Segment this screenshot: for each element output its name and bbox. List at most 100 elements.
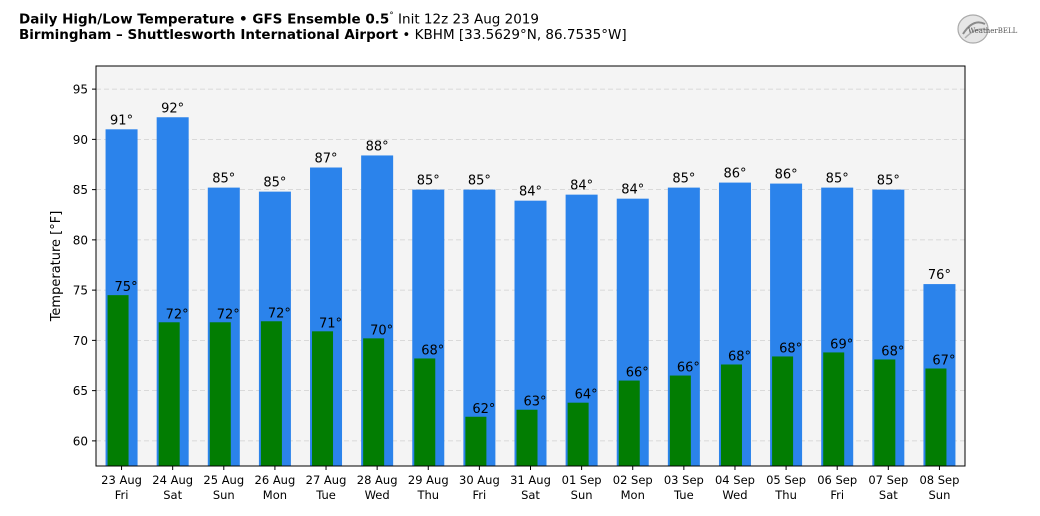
low-temp-label: 68° (421, 343, 444, 358)
low-temp-label: 68° (881, 344, 904, 359)
low-temp-label: 63° (523, 395, 546, 410)
x-tick-day-label: Mon (263, 488, 287, 502)
x-tick-date-label: 28 Aug (357, 473, 398, 487)
x-tick-day-label: Fri (473, 488, 487, 502)
high-temp-label: 87° (315, 152, 338, 167)
high-temp-label: 85° (212, 172, 235, 187)
high-temp-label: 84° (570, 179, 593, 194)
x-tick-date-label: 05 Sep (766, 473, 806, 487)
low-temp-bar (312, 331, 334, 466)
x-tick-date-label: 29 Aug (408, 473, 449, 487)
high-temp-label: 85° (417, 174, 440, 189)
low-temp-bar (772, 356, 794, 466)
low-temp-bar (158, 322, 180, 466)
bars (105, 117, 956, 467)
high-temp-label: 86° (775, 168, 798, 183)
x-tick-date-label: 07 Sep (868, 473, 908, 487)
low-temp-bar (209, 322, 231, 466)
low-temp-label: 66° (677, 361, 700, 376)
x-tick-day-label: Mon (621, 488, 645, 502)
x-tick-date-label: 26 Aug (255, 473, 296, 487)
x-tick-date-label: 31 Aug (510, 473, 551, 487)
low-temp-bar (669, 375, 691, 466)
low-temp-bar (618, 380, 640, 466)
x-tick-day-label: Sat (163, 488, 182, 502)
chart-header: Daily High/Low Temperature • GFS Ensembl… (19, 9, 627, 43)
low-temp-label: 72° (166, 307, 189, 322)
low-temp-label: 67° (932, 354, 955, 369)
low-temp-bar (925, 368, 947, 466)
high-temp-label: 85° (877, 174, 900, 189)
low-temp-bar (465, 416, 487, 466)
x-tick-date-label: 03 Sep (664, 473, 704, 487)
y-tick-label: 85 (73, 183, 88, 197)
y-tick-label: 90 (73, 133, 88, 147)
low-temp-label: 71° (319, 316, 342, 331)
high-temp-label: 85° (672, 172, 695, 187)
low-temp-bar (720, 364, 742, 466)
x-tick-date-label: 30 Aug (459, 473, 500, 487)
low-temp-bar (823, 352, 845, 466)
low-temp-label: 68° (728, 349, 751, 364)
x-tick-date-label: 04 Sep (715, 473, 755, 487)
y-axis: 60 65 70 75 80 85 90 95 (73, 83, 96, 448)
weatherbell-logo-icon: WeatherBELL (957, 14, 1018, 44)
x-tick-day-label: Tue (673, 488, 694, 502)
low-temp-label: 69° (830, 337, 853, 352)
chart-location: Birmingham – Shuttlesworth International… (19, 26, 627, 43)
x-tick-day-label: Thu (416, 488, 439, 502)
low-temp-label: 70° (370, 323, 393, 338)
x-tick-date-label: 27 Aug (306, 473, 347, 487)
low-temp-label: 72° (268, 306, 291, 321)
low-temp-bar (414, 358, 436, 466)
grid (96, 88, 965, 442)
high-temp-label: 91° (110, 113, 133, 128)
low-temp-bar (363, 338, 385, 466)
low-temp-label: 62° (472, 402, 495, 417)
x-tick-date-label: 25 Aug (203, 473, 244, 487)
x-tick-day-label: Wed (365, 488, 390, 502)
low-temp-bar (567, 402, 589, 466)
low-temp-label: 75° (115, 280, 138, 295)
low-temp-label: 68° (779, 341, 802, 356)
low-temp-bar (874, 359, 896, 466)
x-tick-date-label: 08 Sep (919, 473, 959, 487)
x-tick-date-label: 01 Sep (562, 473, 602, 487)
x-tick-day-label: Sun (928, 488, 950, 502)
high-temp-label: 88° (366, 139, 389, 154)
high-temp-label: 84° (621, 183, 644, 198)
y-tick-label: 95 (73, 83, 88, 97)
high-temp-label: 85° (263, 176, 286, 191)
y-tick-label: 60 (73, 434, 88, 448)
high-temp-label: 76° (928, 268, 951, 283)
low-temp-bar (107, 295, 129, 466)
x-tick-date-label: 24 Aug (152, 473, 193, 487)
x-tick-day-label: Tue (315, 488, 336, 502)
x-tick-day-label: Sun (571, 488, 593, 502)
x-tick-date-label: 06 Sep (817, 473, 857, 487)
y-tick-label: 80 (73, 233, 88, 247)
x-tick-date-label: 23 Aug (101, 473, 142, 487)
high-temp-label: 84° (519, 185, 542, 200)
low-temp-bar (516, 409, 538, 466)
low-temp-label: 64° (575, 388, 598, 403)
x-tick-day-label: Thu (774, 488, 797, 502)
y-tick-label: 65 (73, 384, 88, 398)
high-temp-label: 85° (468, 174, 491, 189)
low-temp-label: 72° (217, 307, 240, 322)
x-tick-day-label: Fri (115, 488, 129, 502)
high-temp-label: 85° (826, 172, 849, 187)
high-temp-label: 86° (723, 167, 746, 182)
chart-title: Daily High/Low Temperature • GFS Ensembl… (19, 11, 539, 28)
x-tick-day-label: Sat (521, 488, 540, 502)
x-tick-day-label: Sun (213, 488, 235, 502)
y-tick-label: 75 (73, 284, 88, 298)
y-tick-label: 70 (73, 334, 88, 348)
data-labels: 91° 75° 92° 72° 85° 72° 85° 72° 87° 71° 88° 70° 85° 6… (110, 101, 955, 416)
low-temp-label: 66° (626, 366, 649, 381)
logo-text: WeatherBELL (968, 27, 1018, 35)
x-tick-day-label: Wed (722, 488, 747, 502)
low-temp-bar (260, 321, 282, 466)
